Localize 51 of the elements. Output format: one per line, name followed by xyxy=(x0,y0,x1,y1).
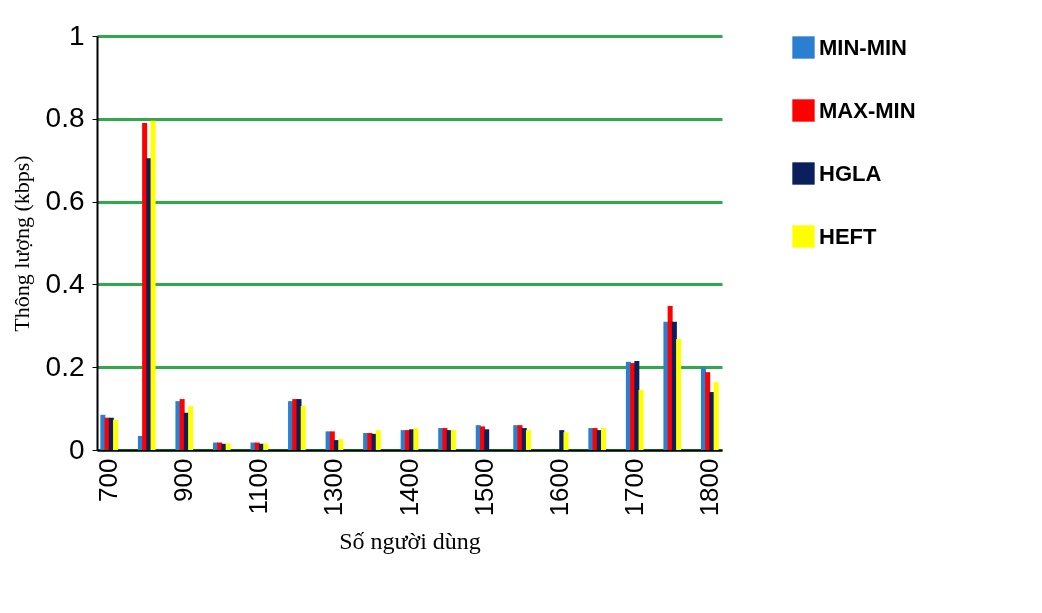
bar xyxy=(713,382,719,450)
x-tick-label: 1100 xyxy=(243,458,274,515)
bar xyxy=(188,406,194,450)
legend-label: HEFT xyxy=(819,223,877,249)
x-tick-label: 1600 xyxy=(543,458,574,517)
bar xyxy=(563,432,569,450)
bar xyxy=(709,392,715,450)
x-tick-label: 1800 xyxy=(693,458,724,517)
bar xyxy=(601,428,607,450)
bar xyxy=(296,399,302,450)
legend-label: MIN-MIN xyxy=(819,34,907,60)
x-tick-label: 1400 xyxy=(393,458,424,517)
bar xyxy=(338,439,344,450)
legend-label: MAX-MIN xyxy=(819,97,916,123)
y-tick-label: 0.6 xyxy=(45,185,85,217)
legend-label: HGLA xyxy=(819,160,882,186)
y-axis-title: Thông lượng (kbps) xyxy=(8,155,34,332)
bar xyxy=(225,443,231,450)
y-tick-label: 0.4 xyxy=(45,267,85,299)
bar xyxy=(442,428,448,450)
x-tick-label: 1500 xyxy=(468,458,499,517)
y-tick-label: 0.8 xyxy=(45,102,85,134)
bar xyxy=(525,430,531,450)
bar xyxy=(100,414,106,450)
bar xyxy=(329,431,335,450)
bar xyxy=(634,360,640,450)
bar xyxy=(676,339,682,450)
x-axis-title: Số người dùng xyxy=(339,528,481,555)
x-tick-label: 900 xyxy=(168,458,199,502)
bar xyxy=(367,433,373,450)
bar xyxy=(263,443,269,450)
x-tick-label: 1300 xyxy=(318,458,349,517)
bar xyxy=(375,430,381,450)
bar xyxy=(513,425,519,450)
bar xyxy=(221,443,227,450)
bar xyxy=(146,158,152,450)
bar xyxy=(638,389,644,450)
bar xyxy=(450,430,456,450)
x-tick-label: 700 xyxy=(93,458,124,502)
bar xyxy=(663,321,669,450)
bar xyxy=(413,428,419,450)
bar xyxy=(175,401,181,450)
y-tick-label: 0 xyxy=(68,433,85,465)
bar xyxy=(300,406,306,450)
bar xyxy=(588,428,594,450)
bar xyxy=(484,429,490,450)
y-tick-label: 1 xyxy=(68,19,85,51)
x-tick-label: 1700 xyxy=(618,458,649,517)
bar xyxy=(150,120,156,450)
y-tick-label: 0.2 xyxy=(45,350,85,382)
bar xyxy=(113,419,119,450)
